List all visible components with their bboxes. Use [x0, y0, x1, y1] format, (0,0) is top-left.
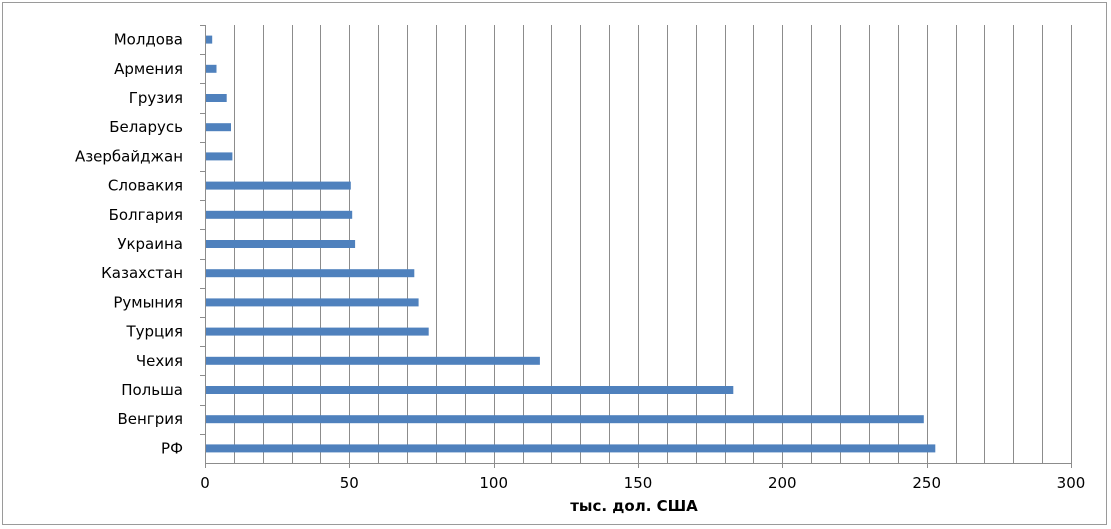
category-label-3: Грузия — [129, 89, 183, 107]
x-tick-label-4: 150 — [624, 474, 653, 492]
bar-8 — [206, 240, 356, 248]
gridlines — [234, 25, 1072, 463]
bar-12 — [206, 356, 540, 365]
bar-13 — [206, 386, 734, 394]
bars — [206, 35, 936, 453]
x-tick-label-6: 250 — [912, 474, 941, 492]
bar-9 — [206, 269, 415, 278]
category-label-11: Турция — [125, 323, 183, 341]
x-tick-label-3: 100 — [479, 474, 508, 492]
category-label-13: Польша — [121, 381, 183, 399]
category-label-1: Молдова — [114, 31, 183, 49]
x-tick-label-2: 50 — [340, 474, 359, 492]
axes — [200, 25, 1072, 468]
bar-15 — [206, 444, 936, 453]
category-label-10: Румыния — [113, 293, 183, 311]
x-tick-label-1: 0 — [200, 474, 210, 492]
category-label-4: Беларусь — [109, 118, 183, 136]
bar-14 — [206, 415, 924, 424]
bar-1 — [206, 35, 213, 44]
category-label-12: Чехия — [136, 352, 183, 370]
labels: Молдова Армения Грузия Беларусь Азербайджан С… — [75, 31, 1085, 492]
category-label-9: Казахстан — [101, 264, 183, 282]
bar-7 — [206, 210, 353, 219]
x-axis-title: тыс. дол. США — [570, 497, 698, 515]
bar-11 — [206, 327, 429, 336]
category-label-2: Армения — [114, 60, 183, 78]
bar-6 — [206, 181, 351, 190]
x-tick-label-7: 300 — [1057, 474, 1086, 492]
bar-3 — [206, 94, 227, 102]
category-label-14: Венгрия — [117, 410, 183, 428]
category-label-6: Словакия — [108, 177, 183, 195]
category-label-15: РФ — [161, 439, 183, 457]
bar-10 — [206, 298, 419, 307]
bar-chart: Молдова Армения Грузия Беларусь Азербайджан С… — [75, 25, 1085, 515]
bar-4 — [206, 123, 231, 132]
category-label-8: Украина — [117, 235, 183, 253]
category-label-7: Болгария — [109, 206, 183, 224]
x-tick-label-5: 200 — [768, 474, 797, 492]
bar-5 — [206, 152, 233, 161]
category-label-5: Азербайджан — [75, 147, 183, 165]
bar-2 — [206, 64, 217, 73]
